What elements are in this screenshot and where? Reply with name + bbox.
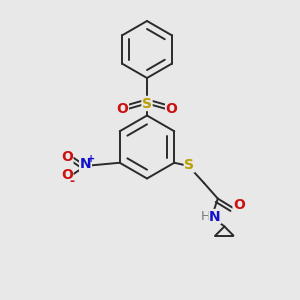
Text: H: H — [200, 210, 210, 223]
Text: N: N — [80, 158, 91, 171]
Text: O: O — [61, 150, 73, 164]
Text: +: + — [87, 154, 95, 164]
Text: S: S — [184, 158, 194, 172]
Text: O: O — [233, 198, 245, 212]
Text: N: N — [209, 210, 220, 224]
Text: S: S — [142, 97, 152, 110]
Text: O: O — [61, 168, 73, 182]
Text: -: - — [69, 175, 75, 188]
Text: O: O — [116, 102, 128, 116]
Text: O: O — [166, 102, 178, 116]
